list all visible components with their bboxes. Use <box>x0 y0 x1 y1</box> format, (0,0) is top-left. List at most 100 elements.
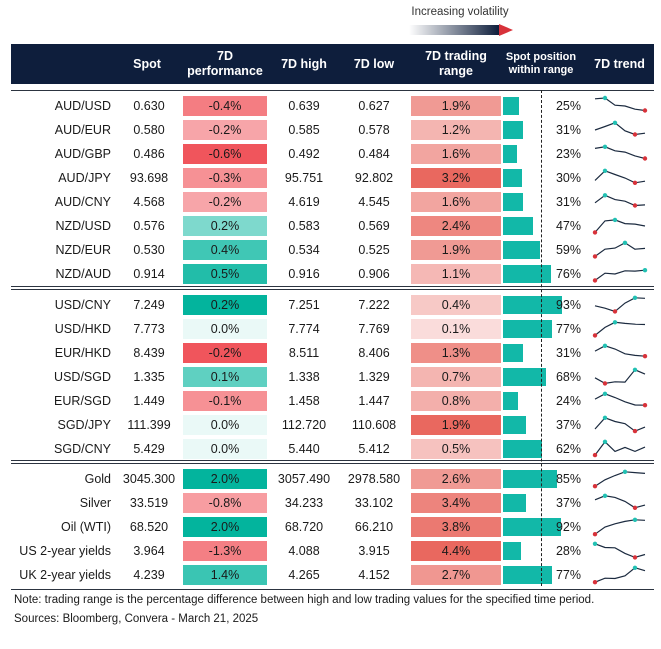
trend-high-marker <box>602 391 608 396</box>
range-heat-cell <box>411 493 501 513</box>
spot-position-bar <box>503 217 533 235</box>
pair-value: USD/CNY <box>54 298 111 312</box>
spot-position-value: 28% <box>555 544 581 558</box>
table-header: Spot 7D performance 7D high 7D low 7D tra… <box>11 44 654 84</box>
trend-line <box>594 495 646 509</box>
table-row: USD/SGD 1.335 0.1% 1.338 1.329 0.7% 68% <box>11 365 654 389</box>
spot-position-value: 37% <box>555 418 581 432</box>
spot-value: 33.519 <box>129 496 169 510</box>
high-value: 0.534 <box>288 243 320 257</box>
spot-position-value: 31% <box>555 346 581 360</box>
perf-heat-cell <box>183 240 267 260</box>
trend-low-marker <box>592 452 598 458</box>
high-value: 7.251 <box>288 298 320 312</box>
table-row: SGD/JPY 111.399 0.0% 112.720 110.608 1.9% 37% <box>11 413 654 437</box>
trend-low-marker <box>592 230 598 235</box>
header-performance: 7D performance <box>183 44 267 84</box>
trend-low-marker <box>642 354 648 359</box>
table-row: AUD/JPY 93.698 -0.3% 95.751 92.802 3.2% 30% <box>11 166 654 190</box>
range-heat-cell <box>411 343 501 363</box>
trend-low-marker <box>632 203 638 208</box>
trend-low-marker <box>642 403 648 408</box>
spot-position-value: 30% <box>555 171 581 185</box>
pair-value: USD/HKD <box>54 322 111 336</box>
range-heat-cell <box>411 415 501 435</box>
range-value: 2.7% <box>441 568 471 582</box>
footnote: Note: trading range is the percentage di… <box>14 594 595 606</box>
pair-value: NZD/EUR <box>55 243 111 257</box>
pair-value: Gold <box>84 472 111 486</box>
low-value: 92.802 <box>354 171 394 185</box>
spot-position-value: 77% <box>555 568 581 582</box>
range-heat-cell <box>411 367 501 387</box>
trend-high-marker <box>632 517 638 522</box>
range-value: 0.1% <box>441 322 471 336</box>
header-performance-line1: 7D <box>217 49 233 63</box>
perf-value: -0.2% <box>208 123 242 137</box>
spot-position-bar <box>503 542 521 560</box>
table-top-divider <box>11 90 654 91</box>
table-row: UK 2-year yields 4.239 1.4% 4.265 4.152 2.7% 7… <box>11 563 654 587</box>
perf-value: 0.0% <box>210 418 240 432</box>
perf-heat-cell <box>183 216 267 236</box>
spot-position-bar <box>503 416 526 434</box>
spot-position-value: 59% <box>555 243 581 257</box>
perf-heat-cell <box>183 264 267 284</box>
trend-high-marker <box>602 493 608 498</box>
spot-position-bar <box>503 470 557 488</box>
spot-value: 4.239 <box>133 568 165 582</box>
perf-heat-cell <box>183 343 267 363</box>
table-row: AUD/EUR 0.580 -0.2% 0.585 0.578 1.2% 31% <box>11 118 654 142</box>
perf-value: -0.6% <box>208 147 242 161</box>
spot-value: 0.530 <box>133 243 165 257</box>
pair-value: AUD/CNY <box>54 195 111 209</box>
trend-sparkline <box>594 343 648 359</box>
perf-heat-cell <box>183 493 267 513</box>
high-value: 4.619 <box>288 195 320 209</box>
trend-sparkline <box>594 95 648 113</box>
trend-low-marker <box>642 108 648 113</box>
perf-heat-cell <box>183 391 267 411</box>
pair-value: US 2-year yields <box>19 544 111 558</box>
spot-value: 68.520 <box>129 520 169 534</box>
perf-heat-cell <box>183 469 267 489</box>
low-value: 110.608 <box>351 418 397 432</box>
perf-heat-cell <box>183 415 267 435</box>
low-value: 8.406 <box>358 346 390 360</box>
trend-high-marker <box>602 168 608 173</box>
perf-heat-cell <box>183 541 267 561</box>
spot-position-cell: 28% <box>503 539 581 563</box>
pair-value: NZD/USD <box>55 219 111 233</box>
trend-low-marker <box>632 132 638 137</box>
group-divider-commodities-double <box>11 463 654 464</box>
table-row: NZD/USD 0.576 0.2% 0.583 0.569 2.4% 47% <box>11 214 654 238</box>
low-value: 3.915 <box>358 544 390 558</box>
header-7d-trend: 7D trend <box>594 56 645 71</box>
spot-position-value: 31% <box>555 195 581 209</box>
spot-value: 7.249 <box>133 298 165 312</box>
low-value: 0.578 <box>358 123 390 137</box>
high-value: 34.233 <box>284 496 324 510</box>
header-position-line1: Spot position <box>505 51 577 63</box>
range-value: 1.2% <box>441 123 471 137</box>
perf-value: -0.4% <box>208 99 242 113</box>
perf-heat-cell <box>183 565 267 585</box>
high-value: 1.338 <box>288 370 320 384</box>
perf-value: 0.0% <box>210 442 240 456</box>
trend-sparkline <box>592 517 646 537</box>
high-value: 112.720 <box>281 418 327 432</box>
perf-value: -0.1% <box>208 394 242 408</box>
header-trading-range: 7D trading range <box>411 44 501 84</box>
spot-position-value: 92% <box>555 520 581 534</box>
perf-value: 0.4% <box>210 243 240 257</box>
group-divider-fx-double <box>11 289 654 290</box>
range-value: 1.9% <box>441 418 471 432</box>
trend-high-marker <box>642 268 648 273</box>
spot-position-bar <box>503 241 540 259</box>
volatility-legend: Increasing volatility <box>395 4 525 38</box>
trend-high-marker <box>632 295 638 300</box>
perf-value: 0.5% <box>210 267 240 281</box>
spot-position-bar <box>503 121 523 139</box>
table-row: Oil (WTI) 68.520 2.0% 68.720 66.210 3.8% 92% <box>11 515 654 539</box>
spot-position-cell: 31% <box>503 190 581 214</box>
